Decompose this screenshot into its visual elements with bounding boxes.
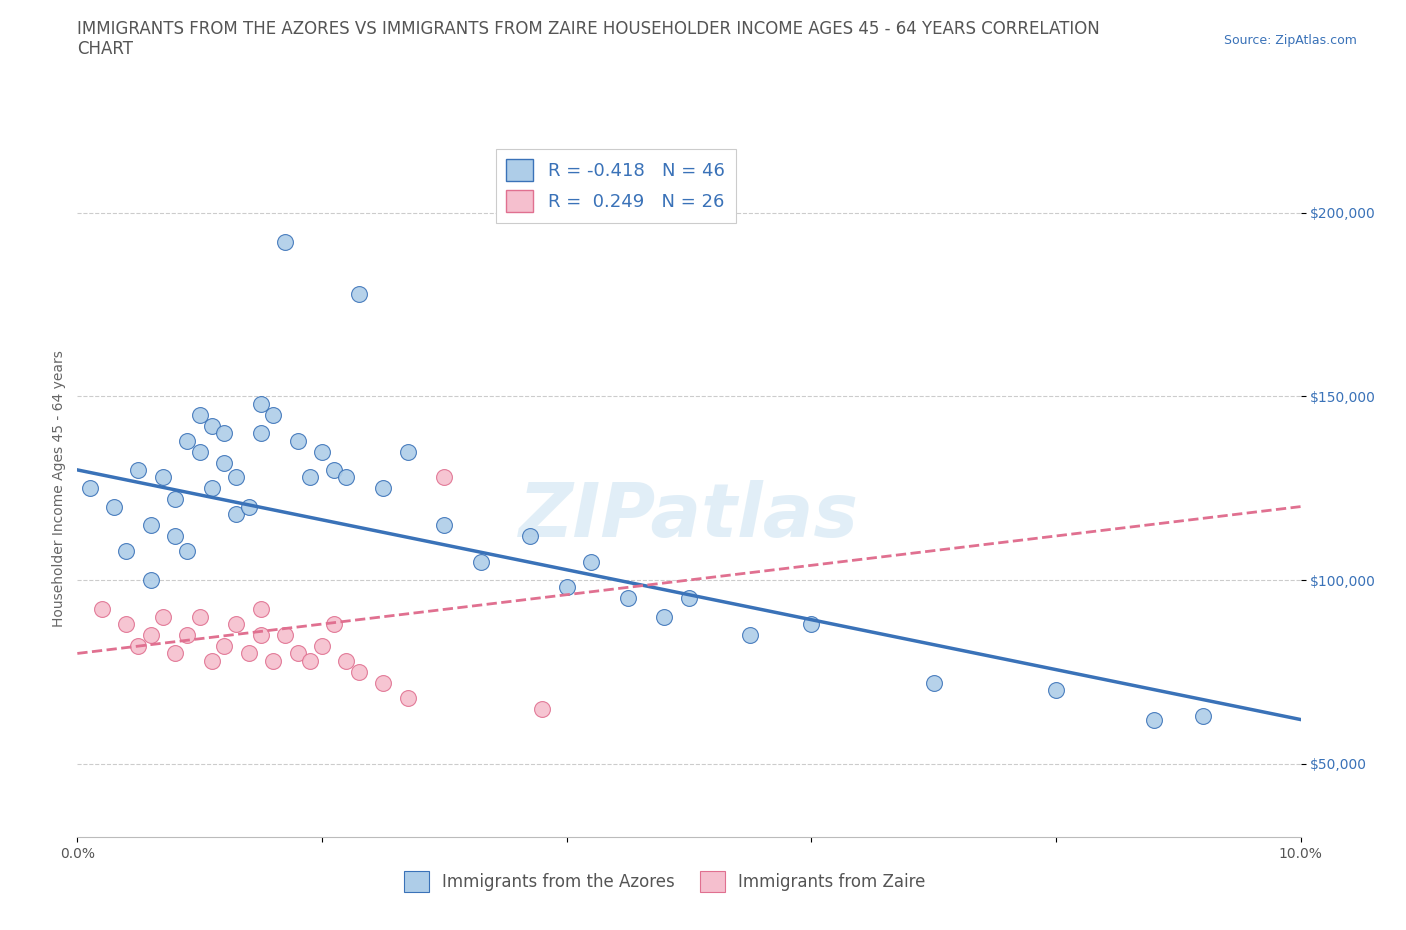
- Point: [579, 554, 602, 569]
- Point: [188, 445, 211, 459]
- Point: [201, 654, 224, 669]
- Point: [654, 609, 676, 624]
- Point: [165, 646, 187, 661]
- Point: [1045, 683, 1067, 698]
- Point: [212, 426, 235, 441]
- Point: [165, 492, 187, 507]
- Point: [212, 455, 235, 470]
- Point: [165, 528, 187, 543]
- Point: [115, 617, 138, 631]
- Point: [201, 418, 224, 433]
- Point: [1143, 712, 1166, 727]
- Point: [238, 499, 260, 514]
- Point: [176, 628, 198, 643]
- Point: [127, 639, 149, 654]
- Point: [371, 675, 394, 690]
- Text: CHART: CHART: [77, 40, 134, 58]
- Point: [250, 426, 273, 441]
- Point: [139, 517, 162, 532]
- Point: [262, 654, 284, 669]
- Point: [274, 235, 297, 250]
- Point: [678, 591, 700, 605]
- Point: [311, 445, 333, 459]
- Y-axis label: Householder Income Ages 45 - 64 years: Householder Income Ages 45 - 64 years: [52, 350, 66, 627]
- Point: [225, 507, 247, 522]
- Point: [617, 591, 640, 605]
- Point: [139, 628, 162, 643]
- Legend: Immigrants from the Azores, Immigrants from Zaire: Immigrants from the Azores, Immigrants f…: [396, 865, 932, 898]
- Text: IMMIGRANTS FROM THE AZORES VS IMMIGRANTS FROM ZAIRE HOUSEHOLDER INCOME AGES 45 -: IMMIGRANTS FROM THE AZORES VS IMMIGRANTS…: [77, 20, 1099, 38]
- Point: [298, 470, 321, 485]
- Point: [176, 543, 198, 558]
- Point: [287, 433, 309, 448]
- Point: [287, 646, 309, 661]
- Point: [323, 462, 346, 477]
- Point: [311, 639, 333, 654]
- Point: [323, 617, 346, 631]
- Text: ZIPatlas: ZIPatlas: [519, 480, 859, 552]
- Point: [347, 664, 370, 679]
- Point: [396, 445, 419, 459]
- Point: [201, 481, 224, 496]
- Point: [250, 628, 273, 643]
- Point: [188, 609, 211, 624]
- Point: [250, 396, 273, 411]
- Point: [298, 654, 321, 669]
- Point: [103, 499, 125, 514]
- Point: [519, 528, 541, 543]
- Point: [152, 470, 174, 485]
- Point: [152, 609, 174, 624]
- Point: [225, 470, 247, 485]
- Point: [139, 573, 162, 588]
- Point: [115, 543, 138, 558]
- Point: [176, 433, 198, 448]
- Point: [396, 690, 419, 705]
- Point: [470, 554, 492, 569]
- Point: [433, 517, 456, 532]
- Point: [555, 580, 578, 595]
- Point: [740, 628, 762, 643]
- Point: [250, 602, 273, 617]
- Point: [90, 602, 112, 617]
- Point: [347, 286, 370, 301]
- Point: [371, 481, 394, 496]
- Point: [433, 470, 456, 485]
- Point: [800, 617, 823, 631]
- Point: [531, 701, 554, 716]
- Point: [274, 628, 297, 643]
- Point: [238, 646, 260, 661]
- Point: [922, 675, 945, 690]
- Text: Source: ZipAtlas.com: Source: ZipAtlas.com: [1223, 34, 1357, 47]
- Point: [188, 407, 211, 422]
- Point: [225, 617, 247, 631]
- Point: [262, 407, 284, 422]
- Point: [335, 654, 357, 669]
- Point: [212, 639, 235, 654]
- Point: [127, 462, 149, 477]
- Point: [1191, 709, 1213, 724]
- Point: [79, 481, 101, 496]
- Point: [335, 470, 357, 485]
